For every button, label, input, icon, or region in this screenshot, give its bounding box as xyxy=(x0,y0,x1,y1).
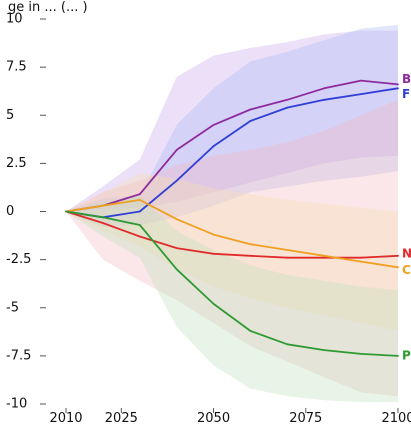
data-point-n xyxy=(323,256,326,259)
data-point-c xyxy=(175,218,178,221)
data-point-c xyxy=(360,260,362,263)
data-point-c xyxy=(249,243,252,246)
data-point-p xyxy=(249,330,252,332)
y-tick-label: -7.5 xyxy=(6,348,31,363)
data-point-b xyxy=(323,87,326,90)
data-point-c xyxy=(138,199,141,201)
data-point-n xyxy=(138,235,141,238)
data-point-n xyxy=(360,256,362,259)
series-line-n xyxy=(65,210,399,259)
data-point-p xyxy=(65,210,67,213)
series-label-p: P xyxy=(402,348,411,362)
y-tick-label: -5 xyxy=(6,300,19,315)
data-point-n xyxy=(397,254,399,257)
data-point-f xyxy=(286,106,289,109)
data-point-n xyxy=(286,256,289,259)
data-point-p xyxy=(212,303,215,305)
x-tick-label: 2050 xyxy=(197,411,230,426)
x-tick-label: 2075 xyxy=(289,411,322,426)
data-point-f xyxy=(360,93,362,95)
data-point-b xyxy=(138,193,141,196)
series-labels: BF NC P xyxy=(402,72,411,362)
uncertainty-bands xyxy=(66,24,398,403)
data-point-c xyxy=(102,204,104,207)
y-tick-label: 7.5 xyxy=(6,60,27,75)
data-point-n xyxy=(175,247,178,250)
series-label-b: B xyxy=(402,72,411,86)
series-lines xyxy=(65,79,399,357)
y-tick-label: 10 xyxy=(6,12,23,27)
chart-title: ge in ... (... ) xyxy=(8,0,88,15)
data-point-c xyxy=(212,233,215,236)
series-label-n: N xyxy=(402,246,411,260)
data-point-p xyxy=(102,216,104,219)
band-c xyxy=(66,173,398,331)
series-line-p xyxy=(65,210,399,357)
x-tick-label: 2100 xyxy=(381,411,411,426)
data-point-p xyxy=(323,349,326,351)
data-point-b xyxy=(249,108,252,111)
y-tick-label: 0 xyxy=(6,204,14,219)
data-point-f xyxy=(323,98,326,101)
data-point-p xyxy=(175,268,178,271)
data-point-f xyxy=(249,120,252,122)
x-tick-label: 2010 xyxy=(49,411,82,426)
data-point-c xyxy=(286,249,289,251)
y-tick-label: 2.5 xyxy=(6,156,27,171)
data-point-p xyxy=(397,355,399,357)
data-point-f xyxy=(138,210,141,213)
x-tick-label: 2025 xyxy=(105,411,138,426)
data-point-b xyxy=(360,79,362,82)
data-point-f xyxy=(212,145,215,148)
band-b xyxy=(66,30,398,212)
series-line-f xyxy=(65,87,399,219)
data-point-c xyxy=(323,254,326,257)
x-axis: 2010 2025 2050 2075 2100 xyxy=(49,408,411,426)
data-point-b xyxy=(175,149,178,151)
data-point-b xyxy=(212,124,215,126)
data-point-f xyxy=(175,179,178,182)
data-point-b xyxy=(286,98,289,101)
y-tick-label: -2.5 xyxy=(6,252,31,267)
data-point-n xyxy=(249,254,252,257)
data-point-n xyxy=(102,222,104,224)
y-tick-label: -10 xyxy=(6,397,27,412)
data-point-p xyxy=(138,224,141,226)
data-point-n xyxy=(212,252,215,255)
data-point-f xyxy=(397,87,399,90)
series-line-c xyxy=(65,198,399,269)
band-f xyxy=(66,24,398,227)
data-point-p xyxy=(286,343,289,346)
data-point-p xyxy=(360,353,362,355)
series-label-c: C xyxy=(402,263,411,277)
series-label-f: F xyxy=(402,87,410,101)
y-tick-label: 5 xyxy=(6,108,14,123)
data-point-c xyxy=(397,266,399,269)
band-n xyxy=(66,99,398,397)
band-p xyxy=(66,196,398,403)
data-point-b xyxy=(397,83,399,86)
y-axis: 10 7.5 5 2.5 0 -2.5 -5 -7.5 -10 xyxy=(6,12,46,412)
series-line-b xyxy=(65,79,399,213)
